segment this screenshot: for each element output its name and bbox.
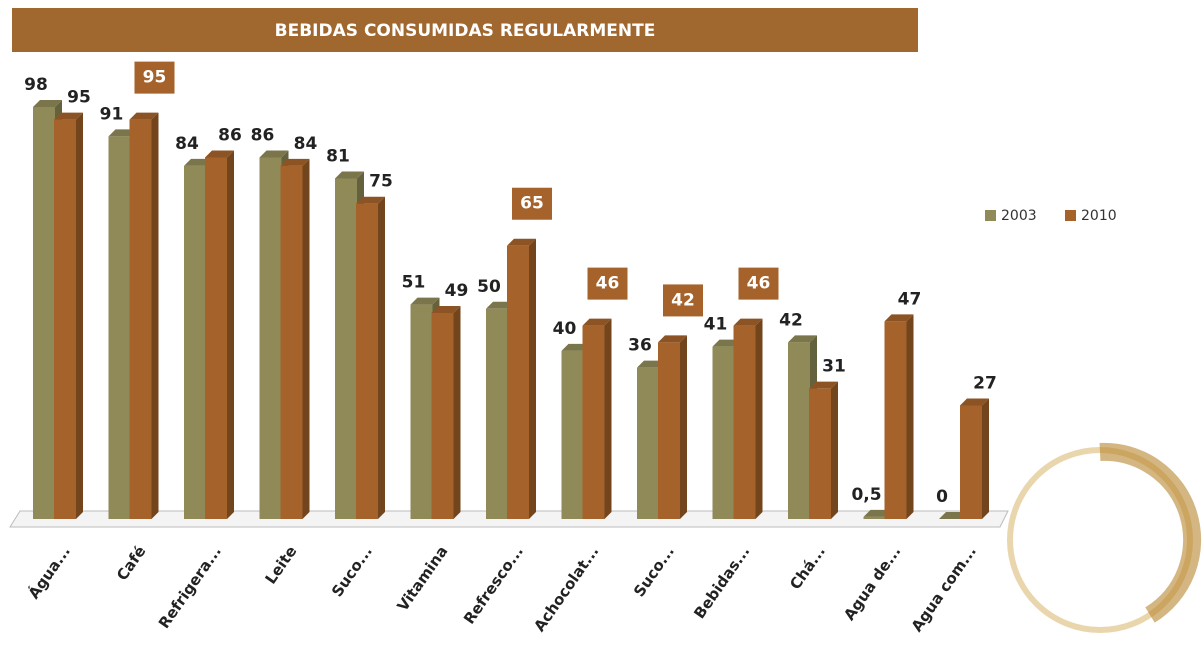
bar [734,319,763,519]
bar-face [907,314,914,519]
bar-face [529,239,536,519]
value-label: 86 [218,125,242,145]
bar [281,159,310,519]
value-label: 0 [936,487,948,507]
bar-face [658,342,680,519]
bar-face [680,335,687,519]
bar [356,197,385,519]
x-tick-label: Agua com... [908,543,980,635]
x-tick-label: Água... [24,542,74,602]
bar-face [411,305,433,519]
value-label: 42 [671,290,695,310]
bar-face [432,313,454,519]
bar-face [507,246,529,519]
x-tick-label: Refresco... [460,543,527,628]
value-label: 84 [175,134,199,154]
value-label: 46 [596,274,620,294]
bar-face [130,120,152,519]
value-label: 86 [251,125,275,145]
value-label: 51 [402,273,426,293]
value-label: 40 [553,319,577,339]
value-label: 81 [326,146,350,166]
legend-swatch [985,210,996,221]
x-tick-label: Suco... [630,543,678,601]
bar-face [378,197,385,519]
bar-face [637,368,659,519]
value-label: 95 [67,88,91,108]
bar-face [184,166,206,519]
bar-face [788,342,810,519]
x-tick-label: Suco... [328,543,376,601]
value-label: 65 [520,194,544,214]
value-label: 47 [898,289,922,309]
bar [205,150,234,519]
value-label: 95 [143,68,167,88]
legend-label: 2010 [1081,208,1117,224]
bar-face [864,517,886,519]
bar-face [960,405,982,519]
x-tick-label: Vitamina [393,543,451,615]
value-label: 46 [747,274,771,294]
bar [960,398,989,519]
bar [432,306,461,519]
bar-face [303,159,310,519]
value-label: 41 [704,315,728,335]
bar-face [562,351,584,519]
bar-face [734,326,756,519]
bar-face [227,150,234,519]
bar-face [356,204,378,519]
value-label: 98 [24,75,48,95]
bar-face [205,157,227,519]
bar [583,319,612,519]
bar [54,113,83,519]
x-tick-label: Chá... [786,543,829,593]
x-tick-label: Agua de... [840,543,904,624]
bar [658,335,687,519]
legend-label: 2003 [1001,208,1037,224]
bar [809,382,838,519]
value-label: 91 [100,104,124,124]
bar-face [583,326,605,519]
bar-face [33,107,55,519]
value-label: 84 [294,134,318,154]
bar-face [713,347,735,519]
bar-face [885,321,907,519]
bar-face [605,319,612,519]
bar-face [809,389,831,519]
legend-swatch [1065,210,1076,221]
bar-face [76,113,83,519]
bar-face [109,136,131,519]
bar-face [152,113,159,519]
bar-face [982,398,989,519]
chart: BEBIDAS CONSUMIDAS REGULARMENTE 98 95 Água… [0,0,1203,648]
chart-title: BEBIDAS CONSUMIDAS REGULARMENTE [275,21,656,41]
x-tick-label: Leite [262,543,301,588]
bar-face [486,309,508,519]
x-tick-label: Achocolat... [530,543,602,635]
bar [130,113,159,519]
coffee-stain [1010,450,1192,630]
bar-face [454,306,461,519]
x-tick-label: Café [113,543,149,584]
x-tick-label: Bebidas... [690,543,753,622]
bar-face [756,319,763,519]
bar-face [335,178,357,519]
value-label: 49 [445,281,469,301]
x-tick-label: Refrigera... [155,543,225,632]
value-label: 0,5 [851,485,881,505]
bar-face [831,382,838,519]
value-label: 42 [779,310,803,330]
bar [885,314,914,519]
bar [507,239,536,519]
bar-face [54,120,76,519]
bar-face [281,166,303,519]
value-label: 50 [477,277,501,297]
value-label: 31 [822,357,846,377]
bar-face [260,157,282,519]
value-label: 27 [973,373,997,393]
value-label: 36 [628,336,652,356]
value-label: 75 [369,172,393,192]
